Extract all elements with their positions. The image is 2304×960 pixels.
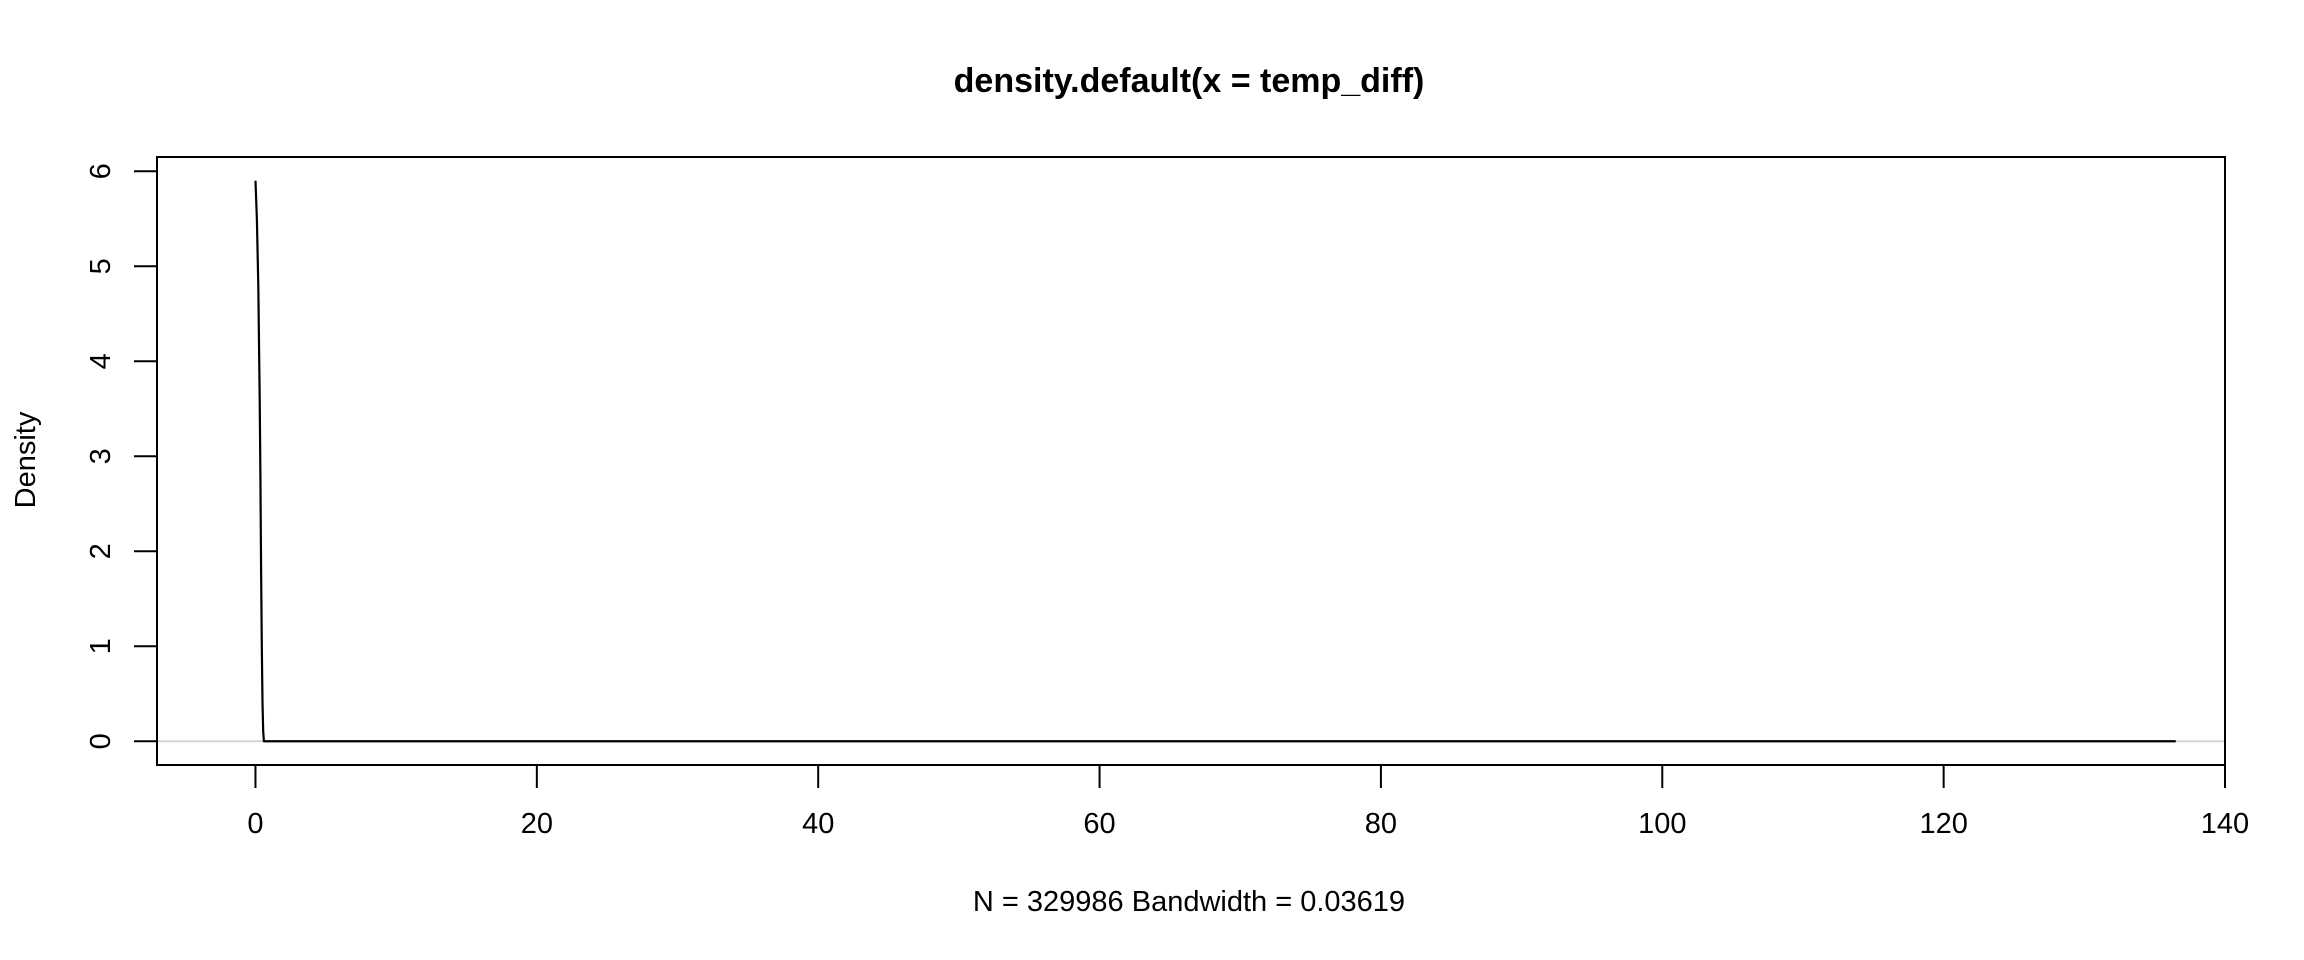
chart-title: density.default(x = temp_diff) <box>954 62 1425 100</box>
plot-area: 0 20 40 60 80 100 120 140 0 1 2 3 4 5 6 <box>85 156 2249 840</box>
y-tick-label-5: 5 <box>85 258 117 274</box>
x-tick-label-40: 40 <box>802 808 834 840</box>
x-tick-label-100: 100 <box>1638 808 1686 840</box>
x-tick-label-120: 120 <box>1919 808 1967 840</box>
density-line-0 <box>254 180 2176 743</box>
y-tick-label-1: 1 <box>85 638 117 654</box>
y-tick-label-6: 6 <box>85 163 117 179</box>
y-tick-label-3: 3 <box>85 448 117 464</box>
plot-frame <box>156 156 2226 766</box>
x-tick-label-20: 20 <box>521 808 553 840</box>
x-tick-label-80: 80 <box>1365 808 1397 840</box>
x-tick-label-0: 0 <box>247 808 263 840</box>
x-tick-label-60: 60 <box>1083 808 1115 840</box>
x-axis-label: N = 329986 Bandwidth = 0.03619 <box>973 886 1405 918</box>
y-tick-label-2: 2 <box>85 543 117 559</box>
y-tick-label-4: 4 <box>85 353 117 369</box>
y-axis-label: Density <box>10 411 42 508</box>
y-tick-label-0: 0 <box>85 733 117 749</box>
x-tick-label-140: 140 <box>2201 808 2249 840</box>
